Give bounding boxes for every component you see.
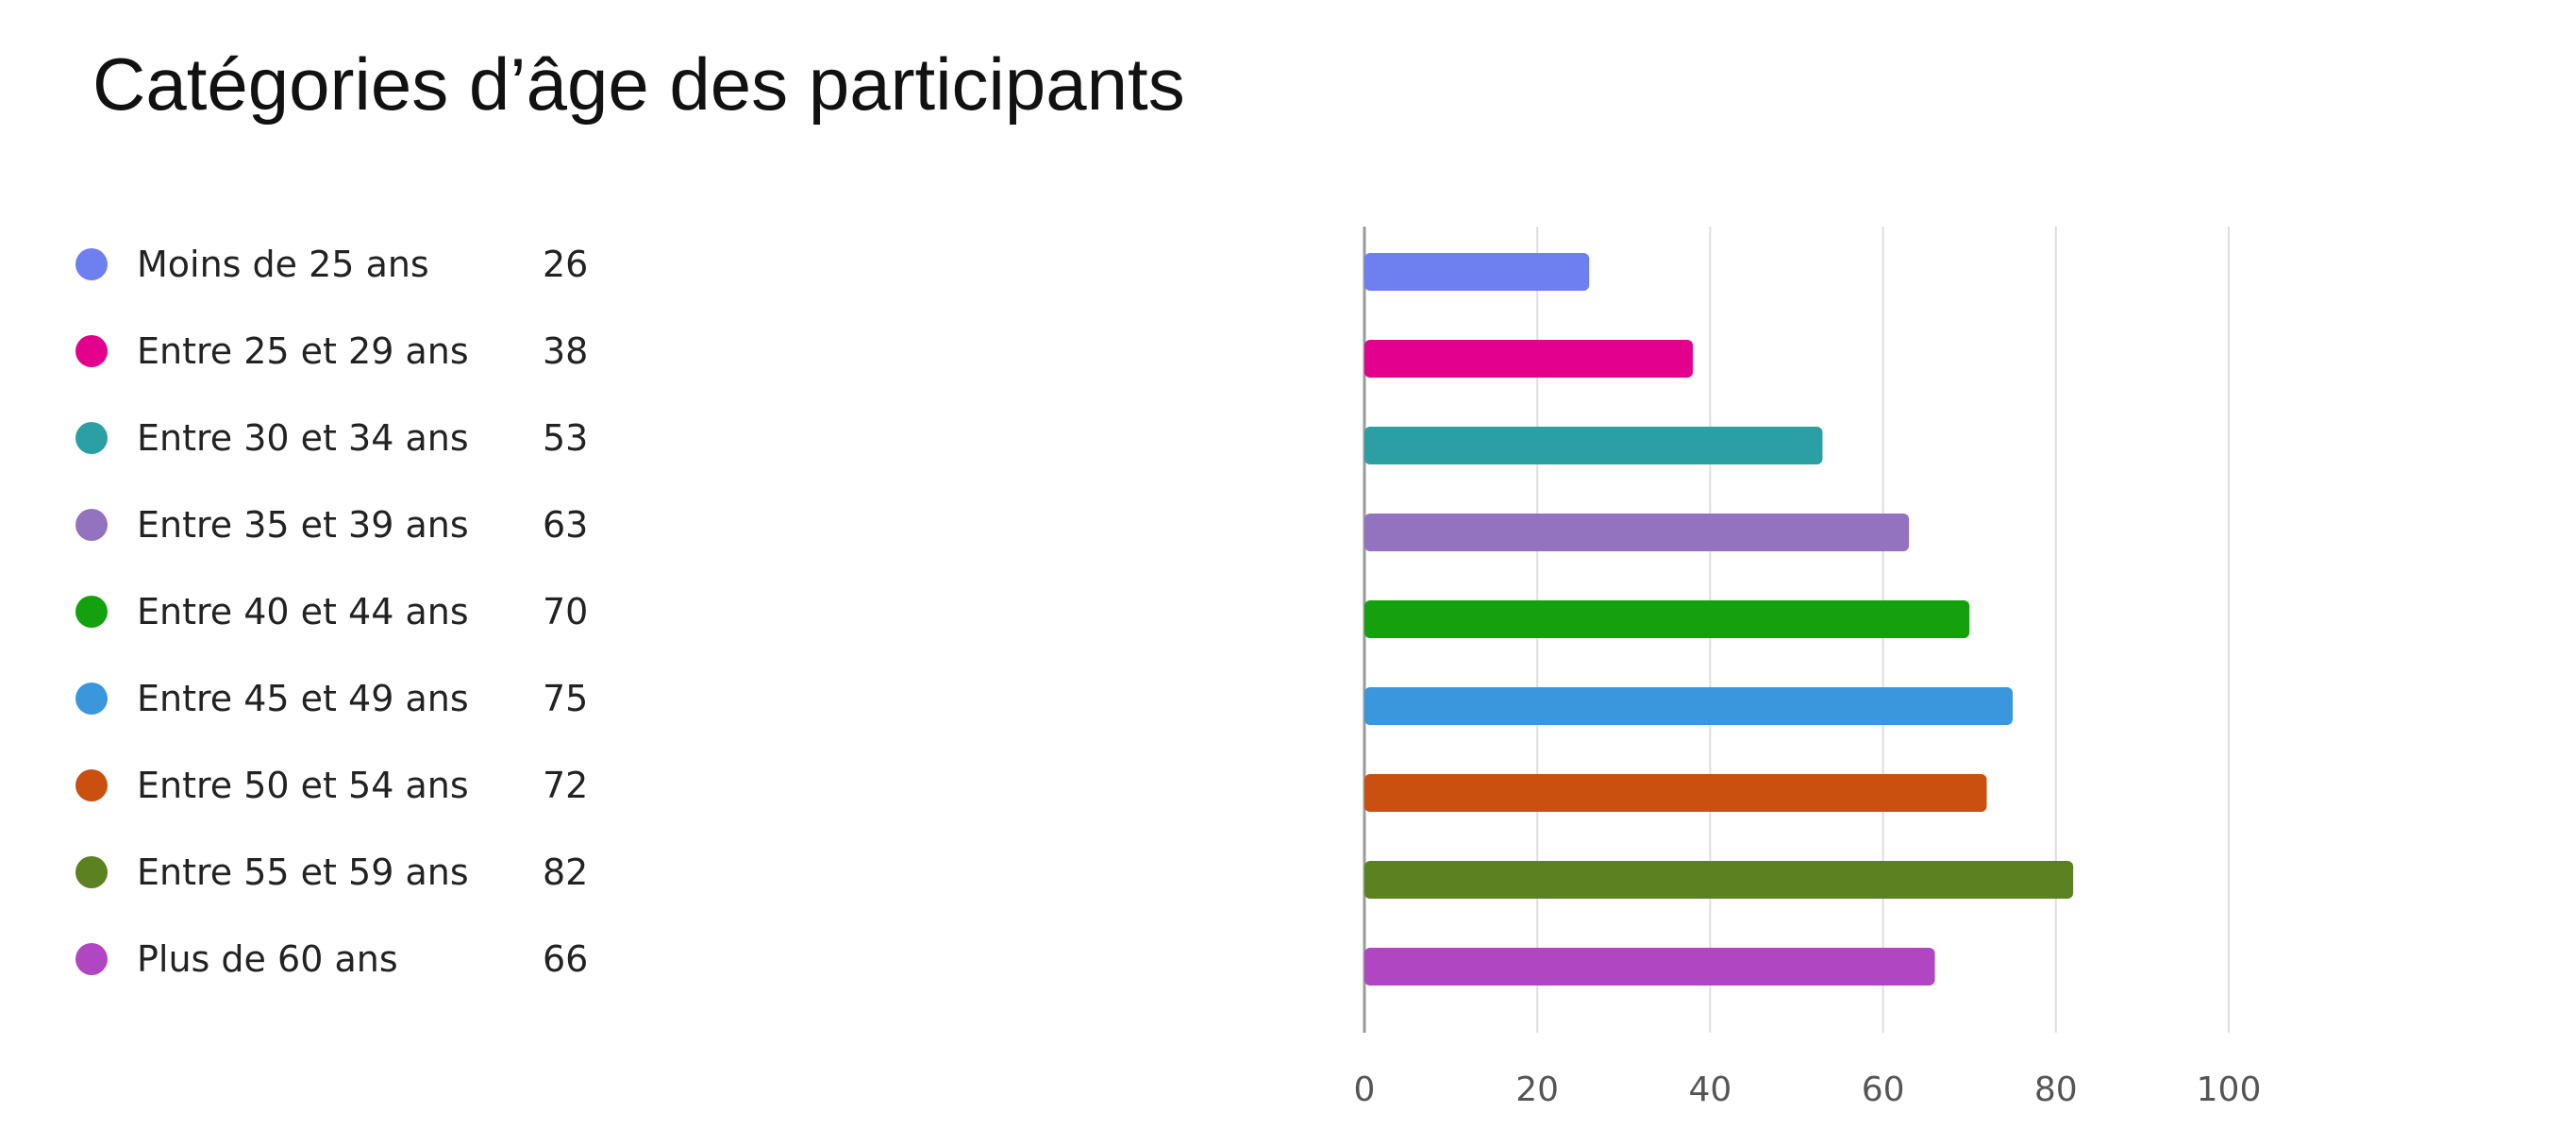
bar [1364,340,1694,378]
legend-value: 53 [543,417,589,459]
legend-color-dot [75,683,108,715]
bar [1364,774,1987,812]
legend-item: Entre 40 et 44 ans 70 [75,583,642,640]
legend-item: Entre 55 et 59 ans 82 [75,844,642,901]
legend-color-dot [75,769,108,801]
legend-label: Entre 45 et 49 ans [137,678,469,719]
legend-color-dot [75,422,108,454]
x-tick-label: 80 [2034,1070,2078,1109]
legend-value: 82 [543,851,589,893]
legend-label: Entre 35 et 39 ans [137,504,469,546]
legend-item: Plus de 60 ans 66 [75,931,642,987]
legend-value: 63 [543,504,589,546]
legend: Moins de 25 ans 26 Entre 25 et 29 ans 38 Ent… [0,0,661,1146]
legend-label: Moins de 25 ans [137,244,429,285]
x-tick-label: 0 [1354,1070,1376,1109]
bar [1364,253,1590,291]
bar [1364,427,1823,464]
x-tick-label: 60 [1862,1070,1905,1109]
legend-value: 72 [543,765,589,806]
legend-color-dot [75,248,108,280]
legend-label: Entre 30 et 34 ans [137,417,469,459]
bar [1364,861,2074,899]
legend-value: 66 [543,938,589,980]
legend-label: Entre 25 et 29 ans [137,330,469,372]
legend-item: Entre 25 et 29 ans 38 [75,323,642,379]
legend-item: Entre 35 et 39 ans 63 [75,497,642,553]
legend-item: Entre 45 et 49 ans 75 [75,670,642,727]
legend-value: 38 [543,330,589,372]
x-tick-label: 20 [1515,1070,1559,1109]
legend-label: Entre 50 et 54 ans [137,765,469,806]
legend-color-dot [75,596,108,628]
bar [1364,600,1970,638]
legend-color-dot [75,509,108,541]
page-title: Catégories d’âge des participants [92,42,1185,126]
legend-item: Entre 50 et 54 ans 72 [75,757,642,814]
legend-label: Entre 40 et 44 ans [137,591,469,632]
bar [1364,514,1910,551]
legend-item: Moins de 25 ans 26 [75,236,642,293]
legend-label: Plus de 60 ans [137,938,398,980]
legend-label: Entre 55 et 59 ans [137,851,469,893]
x-tick-label: 100 [2197,1070,2262,1109]
legend-value: 26 [543,244,589,285]
legend-value: 70 [543,591,589,632]
legend-color-dot [75,335,108,367]
legend-color-dot [75,856,108,888]
bar [1364,687,2013,725]
bar [1364,948,1935,986]
legend-color-dot [75,943,108,975]
x-tick-label: 40 [1688,1070,1731,1109]
legend-item: Entre 30 et 34 ans 53 [75,410,642,466]
legend-value: 75 [543,678,589,719]
